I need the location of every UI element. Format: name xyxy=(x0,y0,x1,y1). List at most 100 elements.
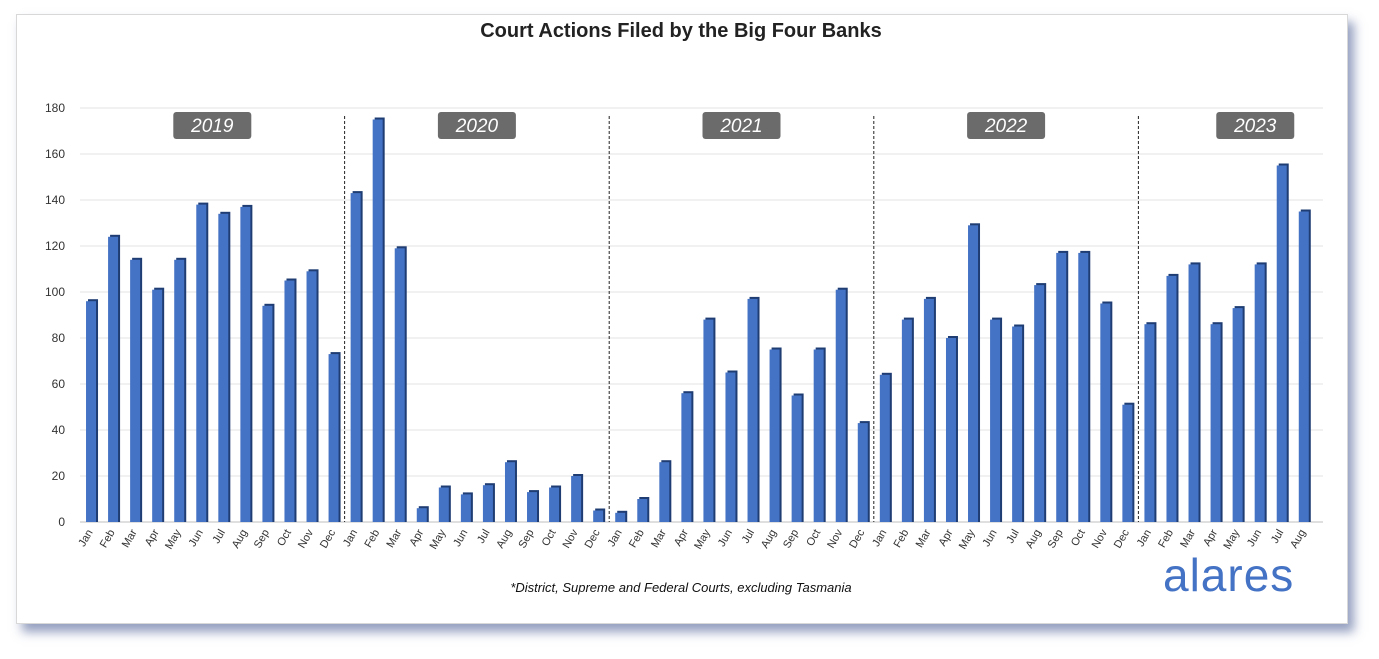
x-tick-label: May xyxy=(428,527,449,551)
y-tick-label: 40 xyxy=(52,423,66,437)
year-badge: 2020 xyxy=(437,112,516,139)
bar xyxy=(1034,283,1047,522)
bar xyxy=(196,202,209,522)
y-tick-label: 160 xyxy=(45,147,65,161)
bar xyxy=(1232,306,1245,522)
svg-text:2022: 2022 xyxy=(984,116,1028,137)
x-tick-label: May xyxy=(957,527,978,551)
x-tick-label: Aug xyxy=(494,528,514,551)
x-tick-label: Apr xyxy=(1201,527,1220,548)
y-tick-label: 100 xyxy=(45,285,65,299)
bar xyxy=(857,421,870,522)
bar xyxy=(218,211,231,523)
bar xyxy=(968,223,981,523)
x-tick-label: Feb xyxy=(892,528,912,550)
chart-title: Court Actions Filed by the Big Four Bank… xyxy=(480,20,882,42)
svg-text:2020: 2020 xyxy=(455,116,499,137)
bar xyxy=(571,474,584,522)
bar xyxy=(240,204,253,522)
x-tick-label: Mar xyxy=(384,527,404,550)
x-tick-label: Sep xyxy=(1046,528,1066,551)
bar xyxy=(262,303,275,522)
x-tick-label: Jul xyxy=(1269,528,1286,546)
bar xyxy=(1056,250,1069,522)
x-tick-label: Oct xyxy=(1069,528,1088,549)
bar xyxy=(1122,402,1135,522)
bar xyxy=(769,347,782,522)
x-tick-label: Apr xyxy=(672,527,691,548)
bar xyxy=(438,485,451,522)
bar xyxy=(108,234,121,523)
x-tick-label: Nov xyxy=(296,527,316,550)
x-tick-label: Mar xyxy=(649,527,669,550)
bar xyxy=(372,117,385,522)
x-tick-label: Jun xyxy=(451,528,470,549)
x-tick-label: Feb xyxy=(98,528,118,550)
bar xyxy=(1012,324,1025,522)
x-tick-label: Nov xyxy=(561,527,581,550)
bar xyxy=(152,287,165,522)
bar xyxy=(990,317,1003,522)
bar xyxy=(1298,209,1311,522)
y-tick-label: 0 xyxy=(58,515,65,529)
bar xyxy=(747,296,760,522)
y-tick-label: 80 xyxy=(52,331,66,345)
bar xyxy=(130,257,143,522)
x-tick-label: Nov xyxy=(825,527,845,550)
x-tick-label: Oct xyxy=(540,528,559,549)
bar xyxy=(328,352,341,522)
alares-logo: alares xyxy=(1163,549,1295,601)
bar xyxy=(482,483,495,522)
year-badge: 2021 xyxy=(702,112,781,139)
x-tick-label: Aug xyxy=(759,528,779,551)
bar xyxy=(791,393,804,522)
x-tick-label: Jul xyxy=(1004,528,1021,546)
chart-footnote: *District, Supreme and Federal Courts, e… xyxy=(510,580,852,595)
x-tick-label: Jan xyxy=(870,528,889,549)
x-tick-label: Dec xyxy=(583,527,603,550)
bar xyxy=(1188,262,1201,522)
bar xyxy=(659,460,672,522)
y-tick-label: 120 xyxy=(45,239,65,253)
y-axis-ticks: 0 20 40 60 80 100 120 140 160 180 xyxy=(45,101,65,529)
svg-text:2023: 2023 xyxy=(1233,116,1277,137)
bar xyxy=(1210,322,1223,522)
bar xyxy=(394,246,407,523)
bar xyxy=(1166,273,1179,522)
x-tick-label: Oct xyxy=(275,528,294,549)
bar xyxy=(504,460,517,522)
bar xyxy=(879,372,892,522)
year-badge: 2019 xyxy=(173,112,252,139)
bar xyxy=(835,287,848,522)
bar xyxy=(350,191,363,522)
bar xyxy=(703,317,716,522)
x-tick-label: Jun xyxy=(716,528,735,549)
x-tick-label: Mar xyxy=(914,527,934,550)
bar xyxy=(174,257,187,522)
bar xyxy=(549,485,562,522)
x-tick-label: Jul xyxy=(475,528,492,546)
x-tick-label: Nov xyxy=(1090,527,1110,550)
year-badge: 2023 xyxy=(1216,112,1295,139)
x-tick-label: Sep xyxy=(252,528,272,551)
year-separators xyxy=(344,116,1139,522)
svg-text:2021: 2021 xyxy=(719,116,762,137)
bar xyxy=(813,347,826,522)
x-tick-label: Sep xyxy=(516,528,536,551)
x-tick-label: May xyxy=(163,527,184,551)
bar xyxy=(86,299,99,522)
bar xyxy=(306,269,319,522)
bar xyxy=(1254,262,1267,522)
x-tick-label: May xyxy=(692,527,713,551)
x-axis-labels: Jan Feb Mar Apr May Jun Jul Aug Sep Oct Nov Dec Jan F… xyxy=(76,527,1308,551)
bars xyxy=(86,117,1311,523)
bar xyxy=(637,497,650,522)
bar xyxy=(681,391,694,522)
bar xyxy=(1144,322,1157,522)
x-tick-label: Dec xyxy=(318,527,338,550)
x-tick-label: Aug xyxy=(1288,528,1308,551)
x-tick-label: Jan xyxy=(606,528,625,549)
x-tick-label: Apr xyxy=(937,527,956,548)
x-tick-label: Jan xyxy=(341,528,360,549)
x-tick-label: Dec xyxy=(1112,527,1132,550)
